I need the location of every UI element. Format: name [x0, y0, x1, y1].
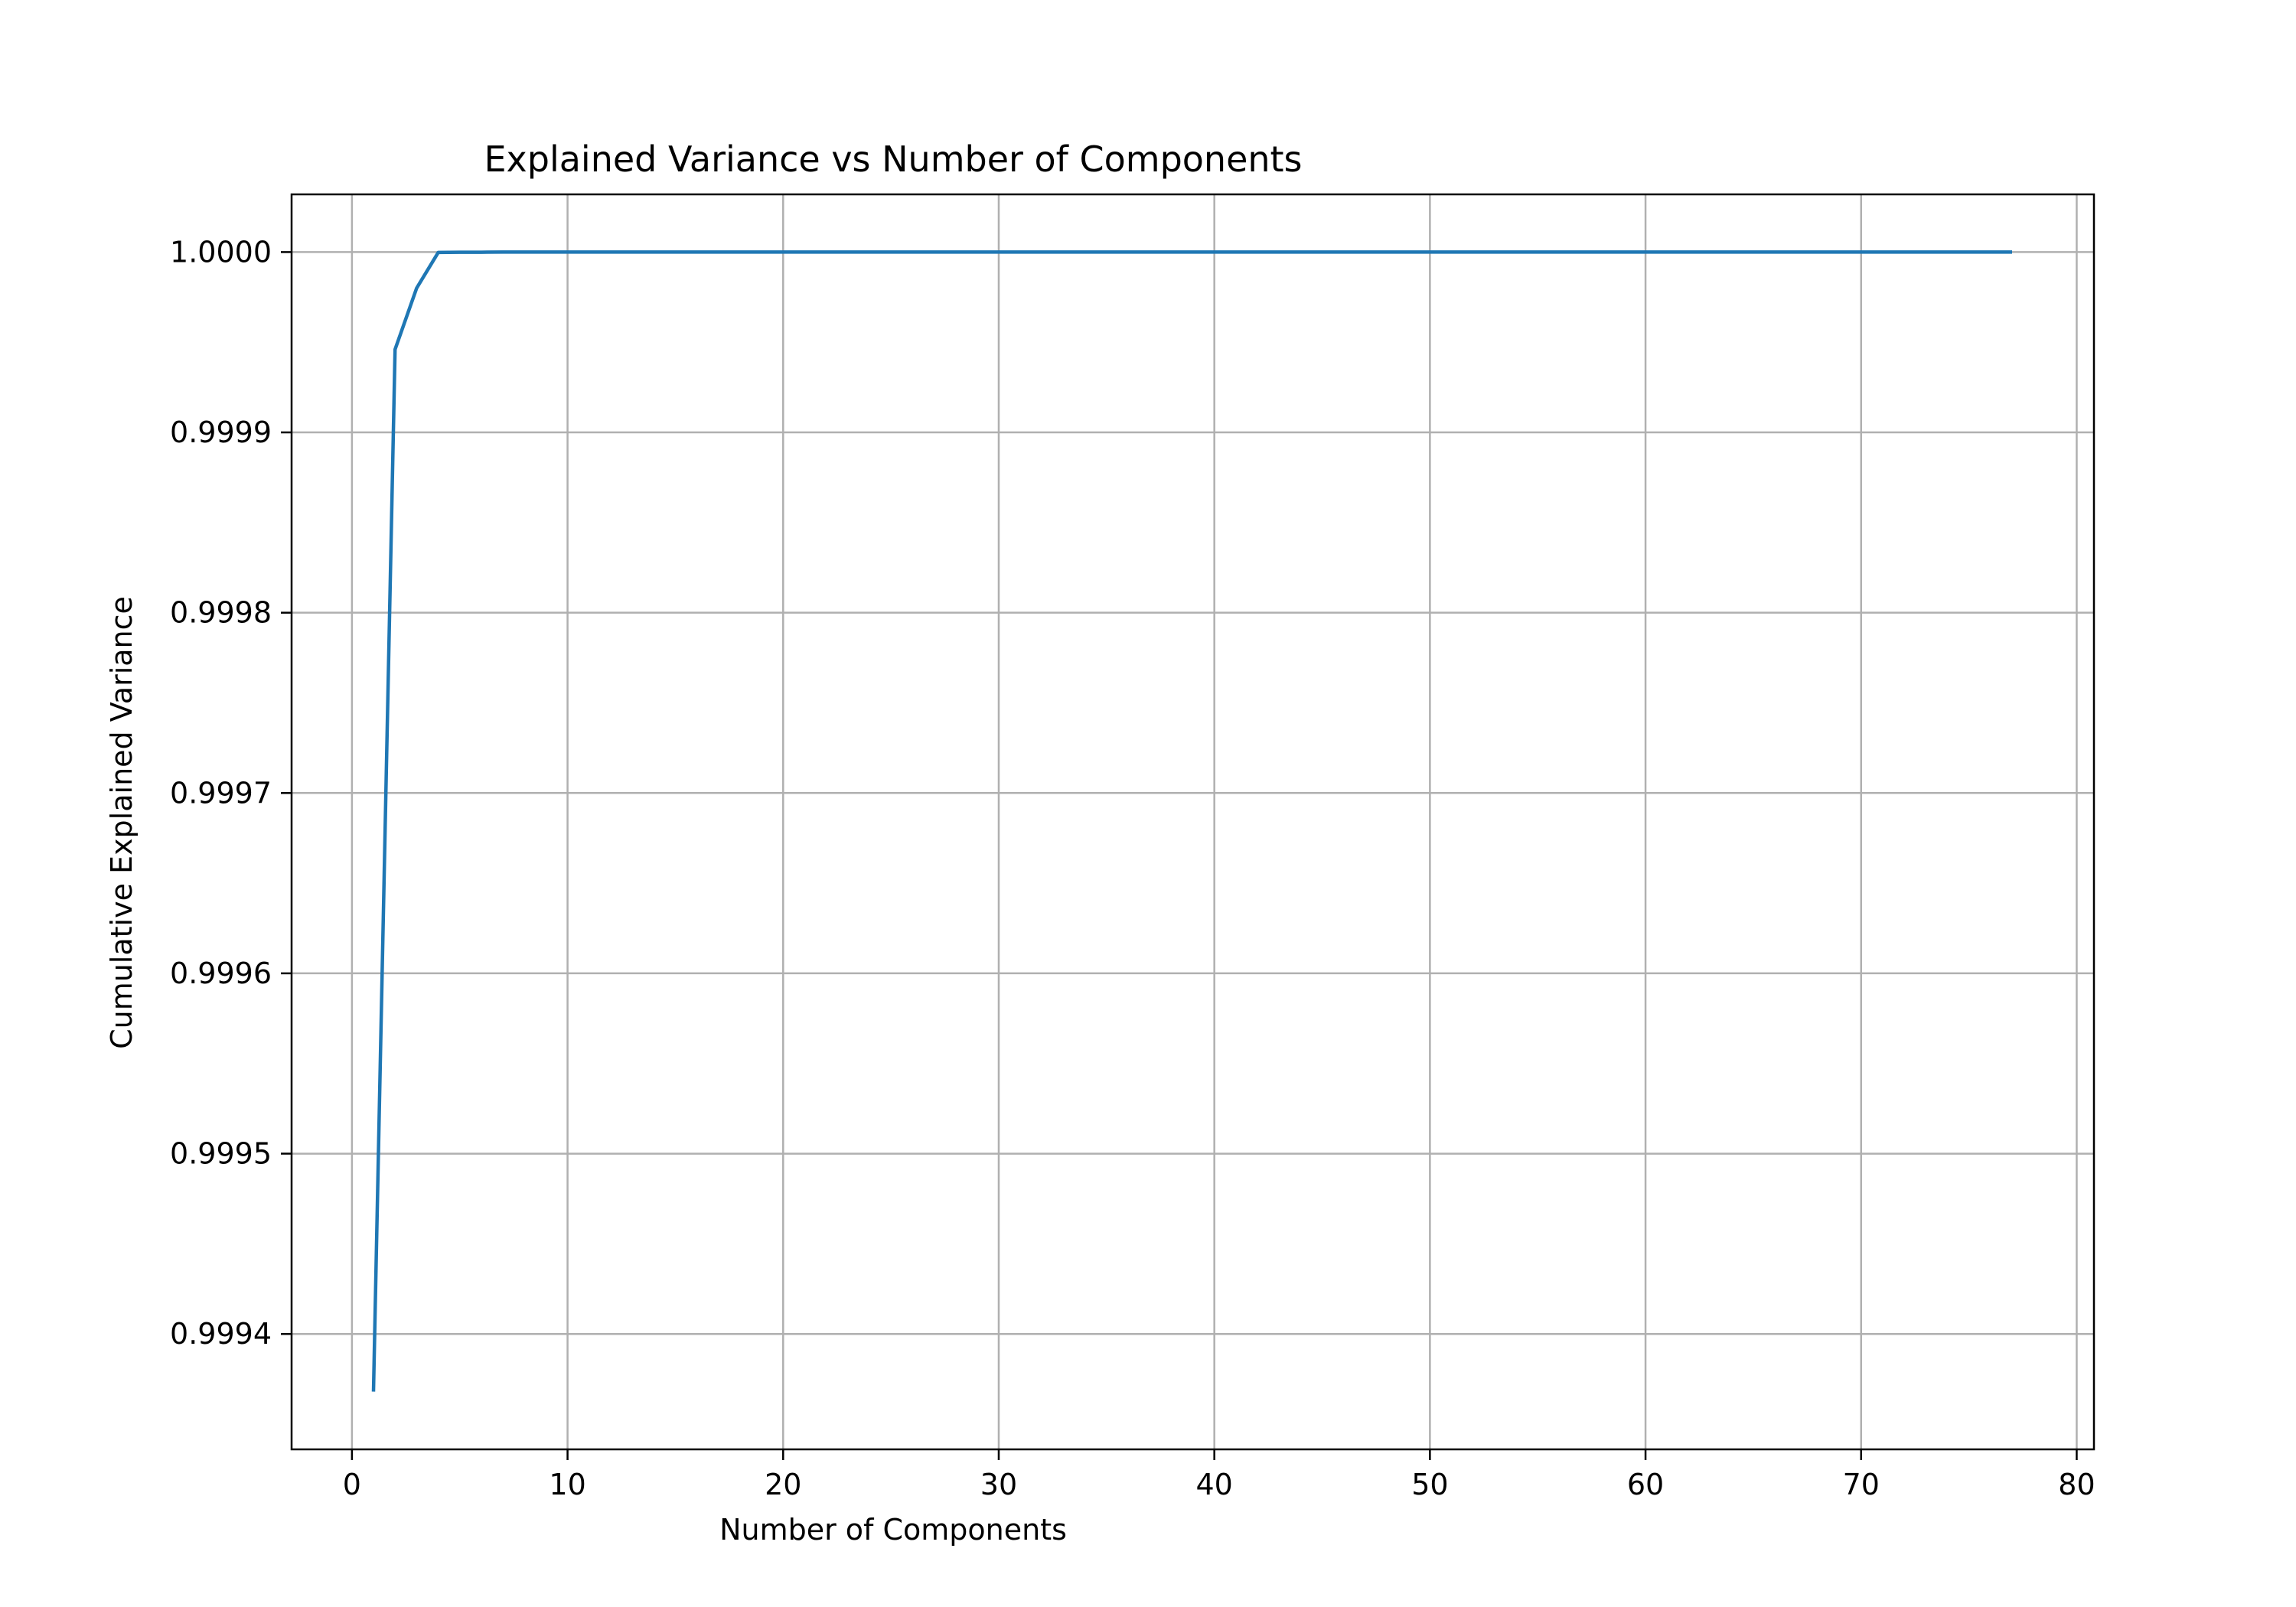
x-tick-label: 30 [980, 1468, 1017, 1501]
series-layer [371, 250, 2012, 1392]
y-tick-label: 0.9995 [170, 1137, 272, 1171]
y-axis-ticks: 0.9994 0.9995 0.9996 0.9997 0.9998 0.9999 1.00… [170, 235, 292, 1351]
x-tick-label: 60 [1627, 1468, 1664, 1501]
x-tick-label: 50 [1411, 1468, 1448, 1501]
x-tick-label: 10 [549, 1468, 585, 1501]
x-axis-ticks: 0 10 20 30 40 50 60 70 80 [343, 1449, 2095, 1501]
y-tick-label: 0.9996 [170, 957, 272, 990]
series-line [371, 250, 2012, 1392]
y-tick-label: 0.9997 [170, 776, 272, 810]
y-tick-label: 0.9999 [170, 416, 272, 449]
x-tick-label: 0 [343, 1468, 361, 1501]
y-tick-label: 0.9998 [170, 596, 272, 630]
x-tick-label: 80 [2058, 1468, 2095, 1501]
y-gridlines [292, 251, 2094, 1335]
x-tick-label: 40 [1195, 1468, 1232, 1501]
y-tick-label: 1.0000 [170, 235, 272, 269]
x-gridlines [351, 194, 2078, 1449]
x-tick-label: 70 [1843, 1468, 1880, 1501]
x-axis-label: Number of Components [719, 1513, 1067, 1547]
y-tick-label: 0.9994 [170, 1317, 272, 1351]
plot-frame [290, 193, 2095, 1451]
chart-title: Explained Variance vs Number of Componen… [484, 139, 1302, 180]
y-axis-label: Cumulative Explained Variance [105, 596, 139, 1049]
x-tick-label: 20 [765, 1468, 801, 1501]
